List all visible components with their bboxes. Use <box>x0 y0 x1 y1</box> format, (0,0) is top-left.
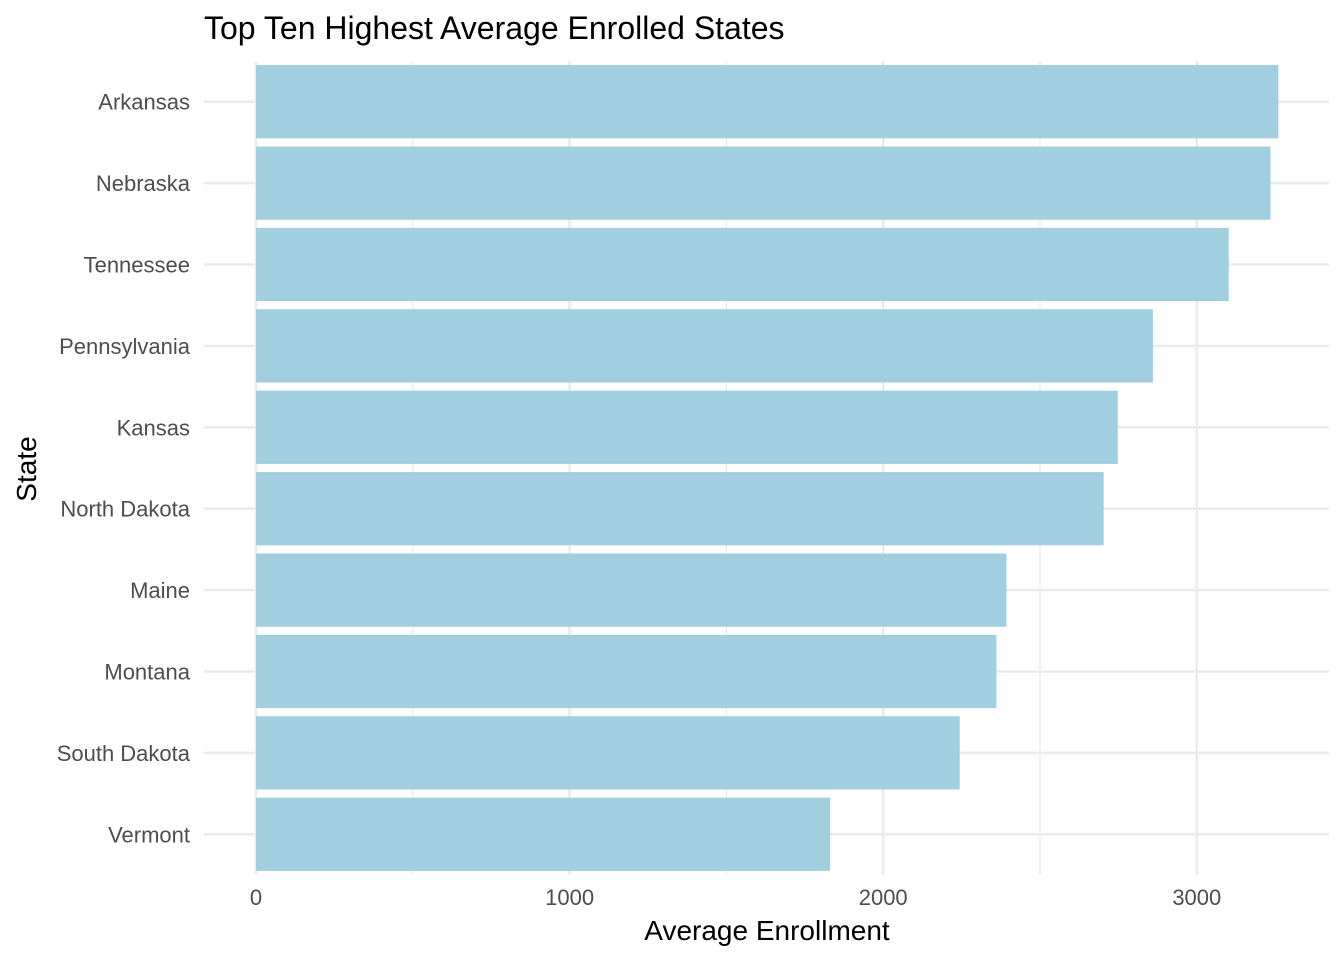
bar <box>256 553 1007 627</box>
bar <box>256 390 1118 464</box>
y-tick-label: South Dakota <box>57 741 191 766</box>
bar <box>256 146 1271 220</box>
chart-title: Top Ten Highest Average Enrolled States <box>204 10 785 46</box>
y-axis-title: State <box>11 436 42 501</box>
bars <box>256 65 1279 871</box>
bar <box>256 634 997 709</box>
bar <box>256 65 1279 139</box>
y-tick-label: Tennessee <box>84 253 190 278</box>
y-axis-tick-labels: Arkansas Nebraska Tennessee Pennsylvania Kan… <box>57 90 191 848</box>
y-tick-label: Kansas <box>117 415 190 440</box>
x-tick-label: 1000 <box>545 885 594 910</box>
y-tick-label: Pennsylvania <box>59 334 191 359</box>
bar <box>256 309 1153 383</box>
y-tick-label: Nebraska <box>96 171 191 196</box>
y-tick-label: North Dakota <box>60 497 190 522</box>
bar <box>256 716 960 790</box>
x-axis-tick-labels: 0 1000 2000 3000 <box>250 885 1221 910</box>
x-axis-title: Average Enrollment <box>644 915 890 946</box>
y-tick-label: Arkansas <box>98 90 190 115</box>
bar <box>256 227 1229 302</box>
y-tick-label: Maine <box>130 578 190 603</box>
x-tick-label: 0 <box>250 885 262 910</box>
x-tick-label: 2000 <box>859 885 908 910</box>
y-tick-label: Montana <box>104 660 190 685</box>
bar <box>256 797 831 871</box>
y-tick-label: Vermont <box>108 822 190 847</box>
x-tick-label: 3000 <box>1172 885 1221 910</box>
bar <box>256 472 1104 546</box>
